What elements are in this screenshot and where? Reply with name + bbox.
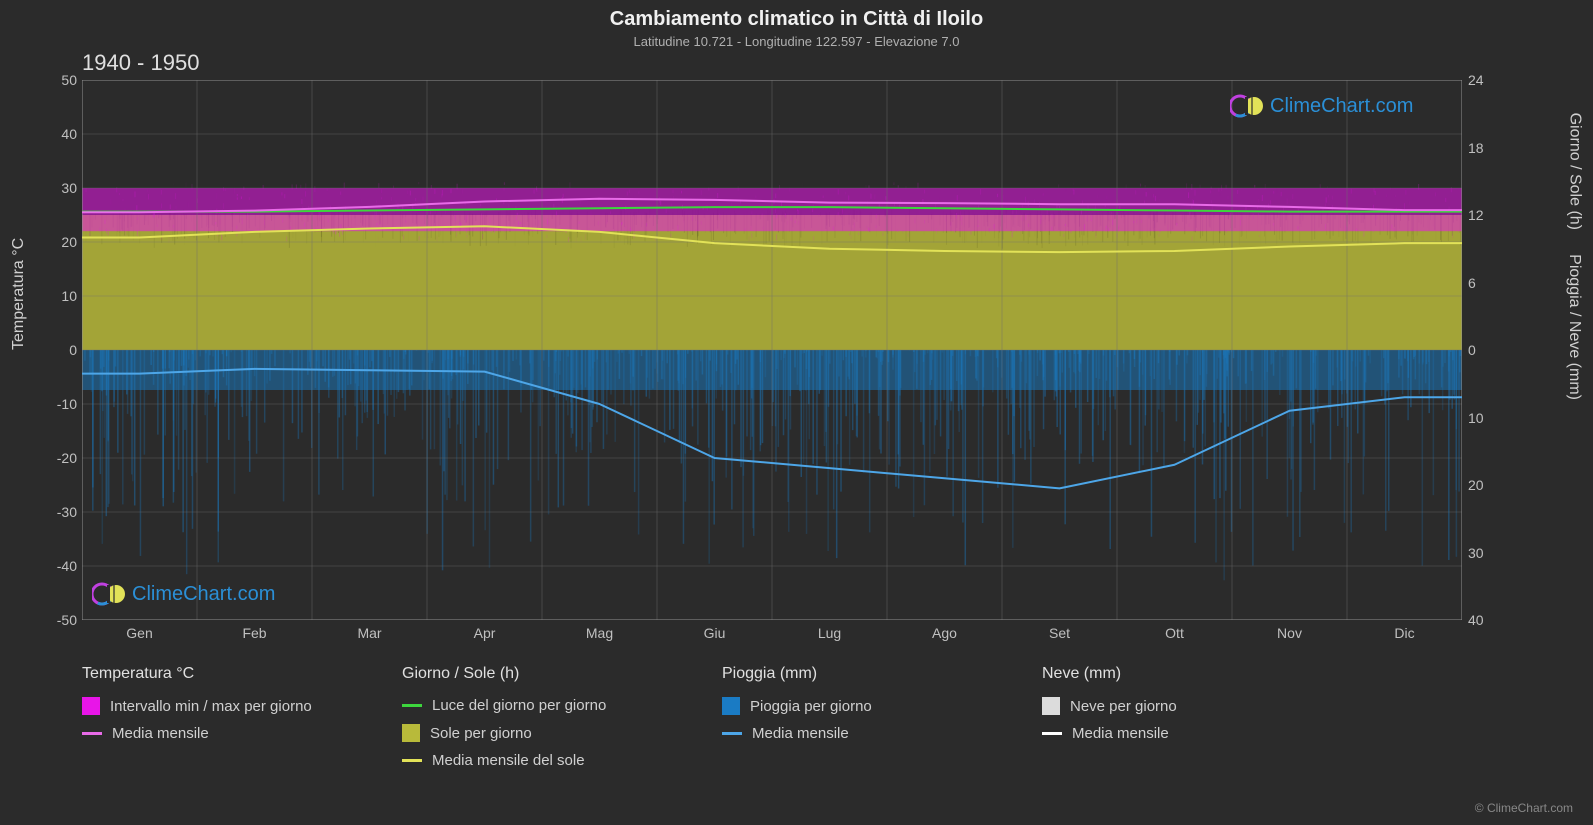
legend-column: Temperatura °C Intervallo min / max per g…	[82, 665, 362, 769]
x-tick-month: Ott	[1165, 625, 1184, 641]
legend-swatch	[82, 697, 100, 715]
x-tick-month: Set	[1049, 625, 1070, 641]
y-axis-right-bottom-label: Pioggia / Neve (mm)	[1565, 254, 1583, 400]
legend-item: Intervallo min / max per giorno	[82, 697, 362, 715]
y-tick-right: 20	[1468, 477, 1508, 493]
legend-label: Luce del giorno per giorno	[432, 697, 606, 714]
legend-swatch	[402, 704, 422, 707]
x-tick-month: Apr	[474, 625, 496, 641]
legend-swatch	[402, 759, 422, 762]
legend-label: Media mensile	[112, 725, 209, 742]
y-tick-left: 20	[37, 234, 77, 250]
legend-header: Giorno / Sole (h)	[402, 665, 682, 683]
y-tick-left: 50	[37, 72, 77, 88]
watermark-text: ClimeChart.com	[132, 583, 275, 606]
y-tick-right: 24	[1468, 72, 1508, 88]
legend-label: Media mensile	[752, 725, 849, 742]
legend-label: Neve per giorno	[1070, 698, 1177, 715]
x-tick-month: Mar	[357, 625, 381, 641]
climechart-logo-icon	[1230, 92, 1264, 120]
y-tick-right: 6	[1468, 275, 1508, 291]
x-tick-month: Gen	[126, 625, 152, 641]
y-tick-left: -30	[37, 504, 77, 520]
watermark-text: ClimeChart.com	[1270, 95, 1413, 118]
legend-item: Pioggia per giorno	[722, 697, 1002, 715]
legend-item: Media mensile del sole	[402, 752, 682, 769]
watermark-bottom-left: ClimeChart.com	[92, 580, 275, 608]
watermark-top-right: ClimeChart.com	[1230, 92, 1413, 120]
y-tick-right: 10	[1468, 410, 1508, 426]
legend-column: Pioggia (mm) Pioggia per giorno Media mens…	[722, 665, 1002, 769]
legend-header: Pioggia (mm)	[722, 665, 1002, 683]
y-tick-left: -50	[37, 612, 77, 628]
legend: Temperatura °C Intervallo min / max per g…	[82, 665, 1502, 769]
y-tick-right: 0	[1468, 342, 1508, 358]
copyright: © ClimeChart.com	[1475, 801, 1573, 815]
legend-column: Neve (mm) Neve per giorno Media mensile	[1042, 665, 1322, 769]
y-tick-left: -20	[37, 450, 77, 466]
x-tick-month: Giu	[704, 625, 726, 641]
legend-label: Sole per giorno	[430, 725, 532, 742]
legend-label: Media mensile	[1072, 725, 1169, 742]
y-tick-right: 40	[1468, 612, 1508, 628]
x-tick-month: Ago	[932, 625, 957, 641]
legend-label: Intervallo min / max per giorno	[110, 698, 312, 715]
x-tick-month: Lug	[818, 625, 841, 641]
climechart-logo-icon	[92, 580, 126, 608]
x-tick-month: Mag	[586, 625, 613, 641]
legend-swatch	[1042, 697, 1060, 715]
x-tick-month: Nov	[1277, 625, 1302, 641]
y-tick-right: 18	[1468, 140, 1508, 156]
plot-area	[82, 80, 1462, 620]
y-tick-left: 40	[37, 126, 77, 142]
legend-item: Media mensile	[1042, 725, 1322, 742]
y-tick-left: -40	[37, 558, 77, 574]
x-tick-month: Dic	[1394, 625, 1414, 641]
chart-subtitle: Latitudine 10.721 - Longitudine 122.597 …	[0, 34, 1593, 49]
chart-period: 1940 - 1950	[82, 50, 199, 76]
y-tick-right: 30	[1468, 545, 1508, 561]
legend-swatch	[82, 732, 102, 735]
legend-item: Neve per giorno	[1042, 697, 1322, 715]
y-tick-right: 12	[1468, 207, 1508, 223]
legend-header: Temperatura °C	[82, 665, 362, 683]
x-tick-month: Feb	[242, 625, 266, 641]
legend-swatch	[722, 732, 742, 735]
y-axis-left-label: Temperatura °C	[10, 238, 28, 350]
y-axis-right-top-label: Giorno / Sole (h)	[1565, 113, 1583, 230]
legend-label: Media mensile del sole	[432, 752, 585, 769]
legend-swatch	[1042, 732, 1062, 735]
chart-title: Cambiamento climatico in Città di Iloilo	[0, 8, 1593, 31]
climate-chart: { "title": "Cambiamento climatico in Cit…	[0, 0, 1593, 825]
legend-item: Luce del giorno per giorno	[402, 697, 682, 714]
y-tick-left: -10	[37, 396, 77, 412]
legend-label: Pioggia per giorno	[750, 698, 872, 715]
y-tick-left: 10	[37, 288, 77, 304]
legend-item: Media mensile	[722, 725, 1002, 742]
y-tick-left: 30	[37, 180, 77, 196]
legend-swatch	[402, 724, 420, 742]
legend-column: Giorno / Sole (h) Luce del giorno per gio…	[402, 665, 682, 769]
legend-header: Neve (mm)	[1042, 665, 1322, 683]
legend-item: Sole per giorno	[402, 724, 682, 742]
legend-swatch	[722, 697, 740, 715]
legend-item: Media mensile	[82, 725, 362, 742]
y-tick-left: 0	[37, 342, 77, 358]
